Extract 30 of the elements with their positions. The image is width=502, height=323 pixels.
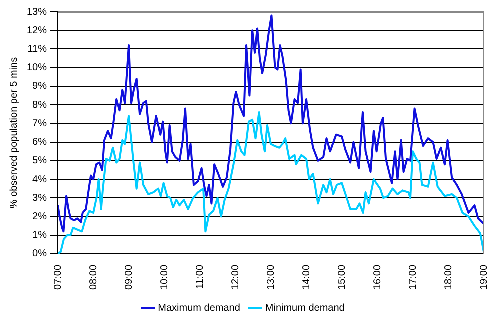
y-tick-label: 1% — [32, 230, 48, 242]
x-tick-label: 14:00 — [301, 264, 312, 290]
y-axis-title: % observed population per 5 mins — [8, 57, 20, 209]
legend-label: Minimum demand — [265, 302, 345, 314]
y-tick-label: 6% — [32, 137, 48, 148]
y-tick-label: 11% — [28, 44, 48, 55]
x-tick-label: 16:00 — [372, 264, 384, 290]
x-tick-label: 07:00 — [52, 264, 64, 290]
y-tick-label: 9% — [32, 81, 48, 92]
y-tick-label: 4% — [32, 174, 48, 186]
legend-label: Maximum demand — [158, 302, 240, 314]
x-tick-label: 13:00 — [266, 264, 277, 290]
x-tick-label: 11:00 — [194, 264, 206, 290]
x-tick-label: 09:00 — [124, 264, 135, 290]
y-tick-label: 0% — [32, 248, 48, 260]
y-tick-label: 3% — [32, 192, 48, 204]
x-tick-label: 12:00 — [230, 264, 242, 290]
x-tick-label: 08:00 — [88, 264, 100, 290]
y-tick-label: 10% — [27, 62, 48, 74]
y-tick-label: 8% — [32, 100, 48, 111]
y-tick-label: 2% — [32, 212, 48, 222]
x-tick-label: 10:00 — [159, 264, 170, 290]
y-tick-label: 13% — [27, 6, 48, 18]
x-tick-label: 18:00 — [443, 264, 454, 290]
x-tick-label: 15:00 — [336, 264, 348, 290]
y-tick-label: 7% — [32, 118, 48, 130]
y-tick-label: 5% — [32, 156, 48, 167]
x-tick-label: 17:00 — [408, 264, 419, 290]
x-tick-label: 19:00 — [478, 264, 490, 290]
y-tick-label: 12% — [27, 25, 48, 36]
